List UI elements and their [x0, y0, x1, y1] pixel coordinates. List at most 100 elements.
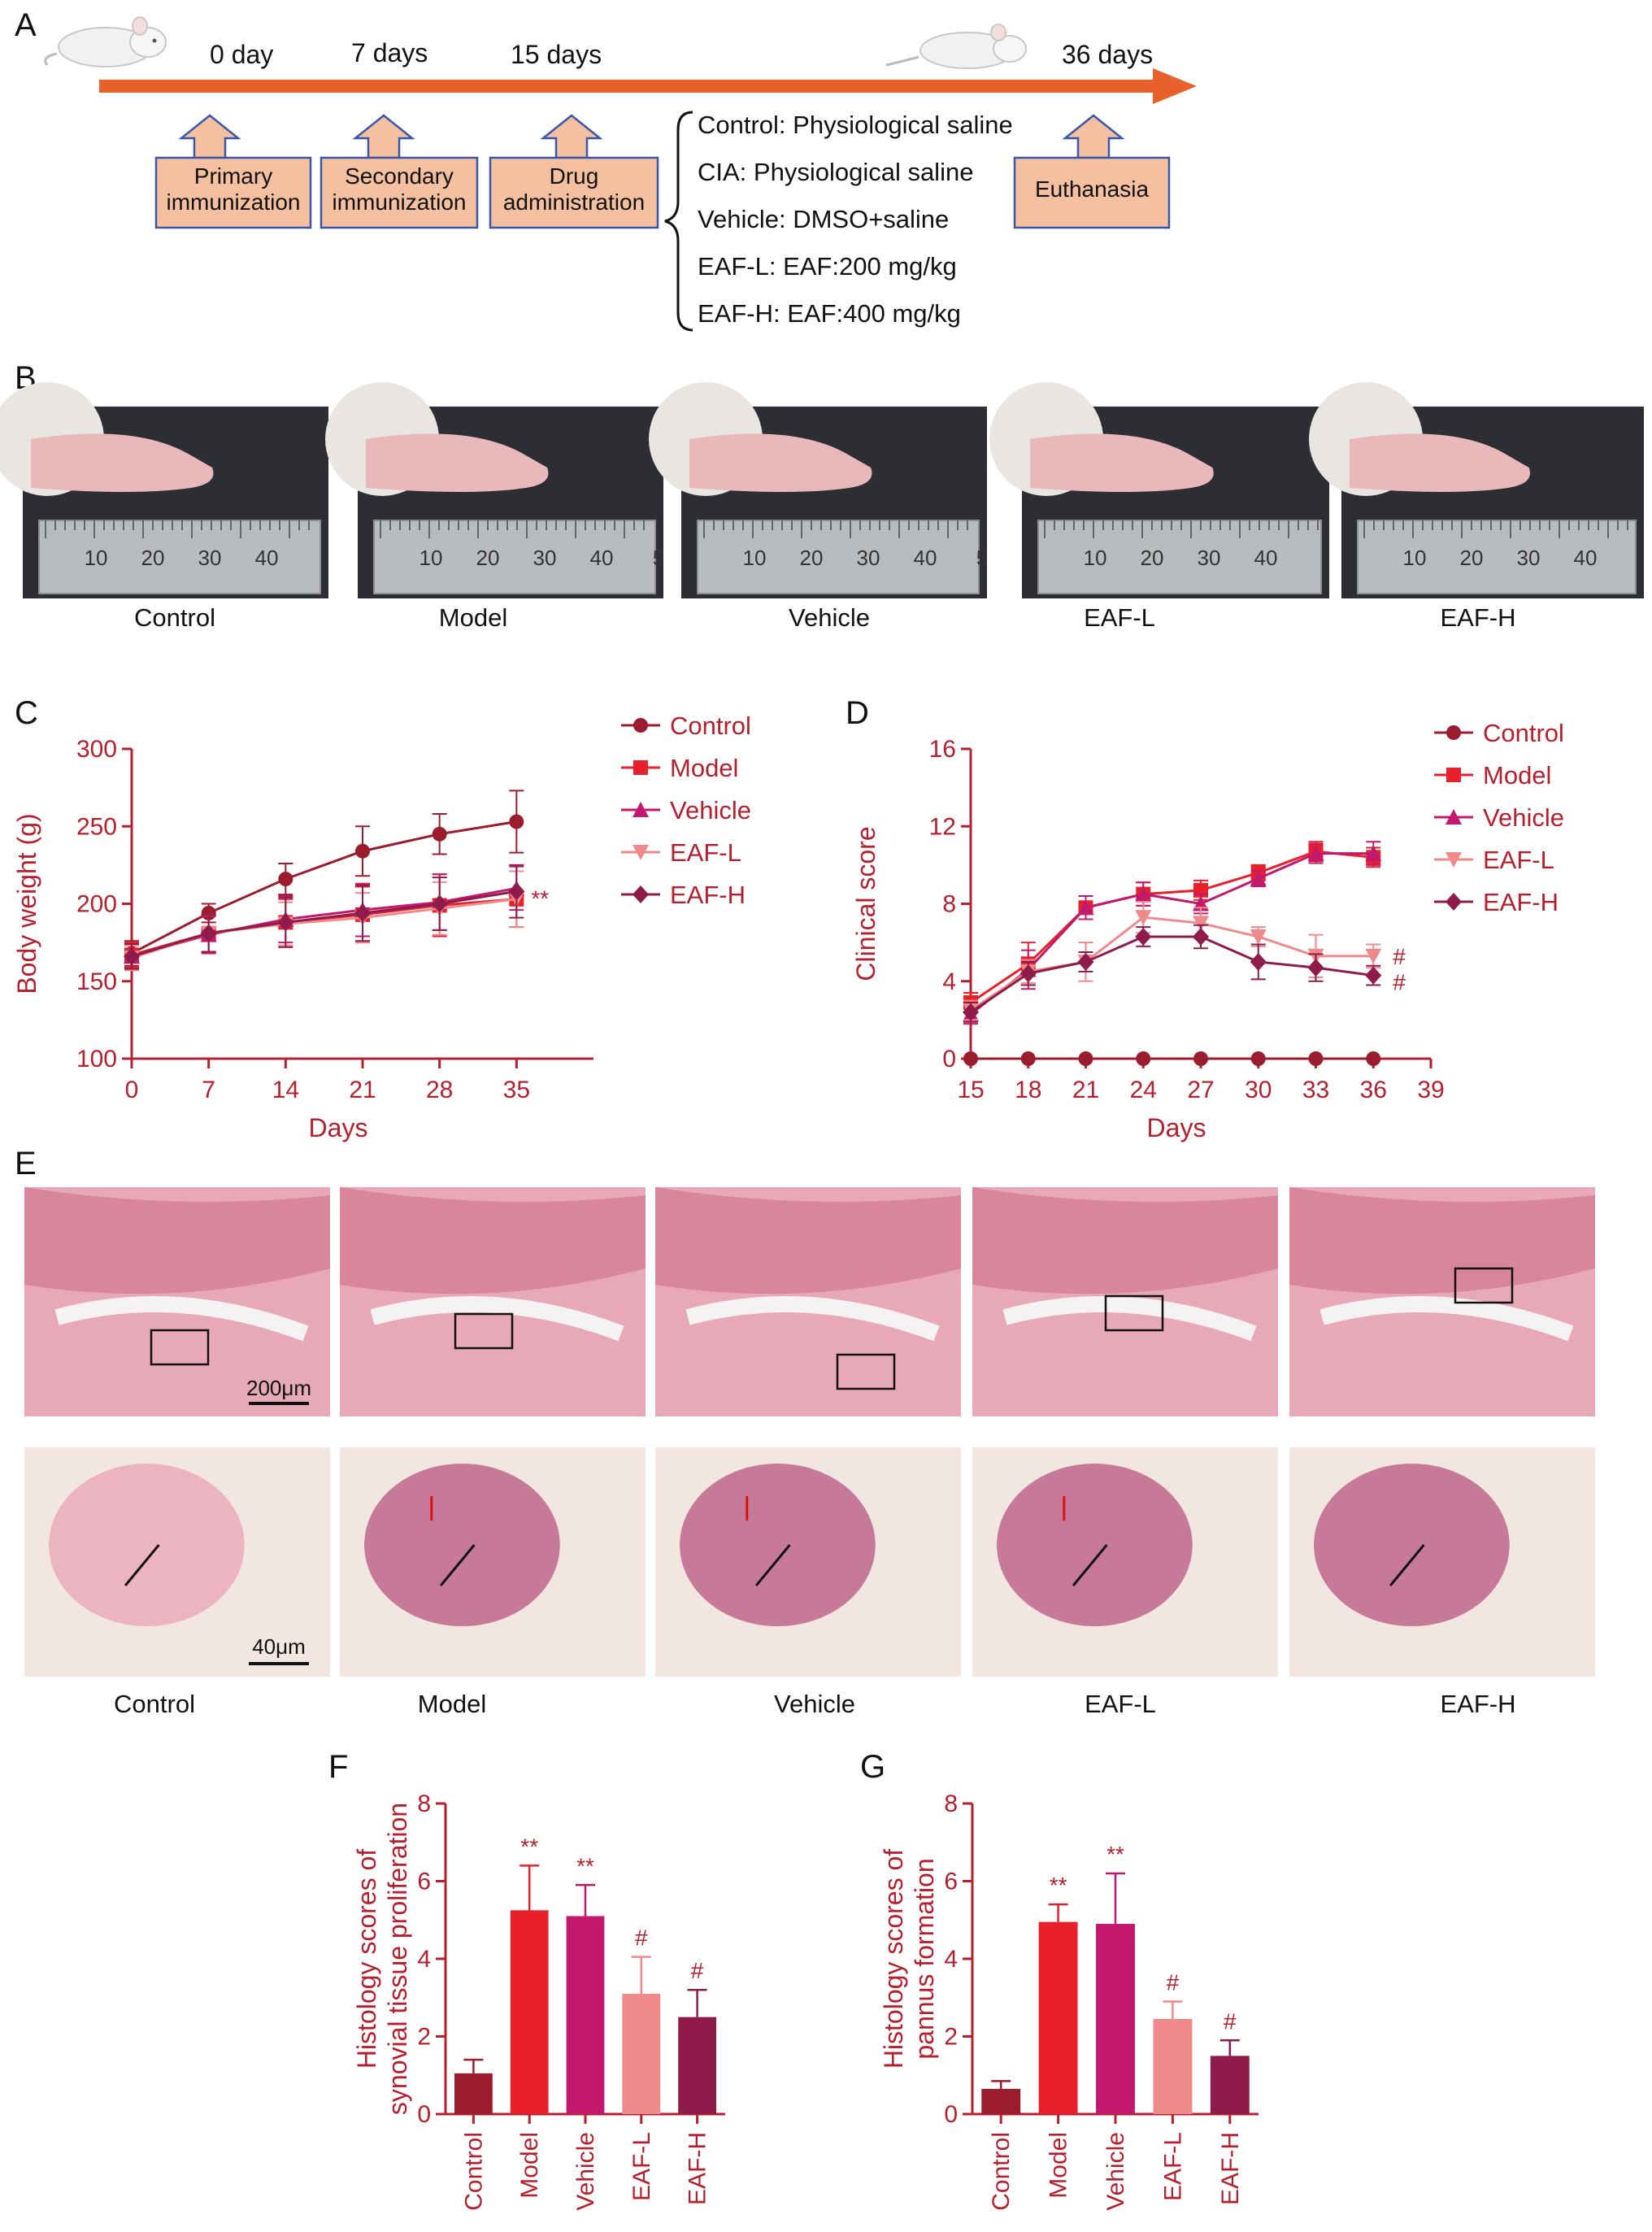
data-point — [1250, 1051, 1266, 1066]
category-label: EAF-L — [1159, 2132, 1186, 2201]
significance-label: # — [1167, 1970, 1180, 1995]
ruler-tick-label: 40 — [914, 546, 937, 570]
series-eaf-h — [963, 924, 1382, 1023]
data-point — [1193, 1051, 1208, 1066]
data-point — [200, 924, 217, 942]
series-vehicle — [963, 841, 1382, 1025]
legend-item-eaf-h: EAF-H — [621, 881, 746, 909]
legend-item-control: Control — [1434, 719, 1564, 747]
legend-item-eaf-h: EAF-H — [1434, 888, 1559, 916]
series-model — [963, 841, 1381, 1013]
significance-label: # — [635, 1925, 648, 1951]
y-tick-label: 300 — [76, 736, 117, 763]
histology-grid: Control Model Vehicle EAF-L EAF-H 200μm 40μm — [24, 1187, 1595, 1718]
ruler-tick-label: 20 — [1141, 546, 1164, 570]
legend-item-eaf-l: EAF-L — [1434, 846, 1554, 874]
y-tick-label: 4 — [944, 1946, 958, 1973]
treatment-1: CIA: Physiological saline — [698, 158, 973, 186]
data-point — [1078, 1051, 1093, 1066]
bar-control — [981, 2088, 1021, 2114]
x-tick-label: 28 — [426, 1077, 453, 1103]
y-tick-label: 100 — [76, 1046, 117, 1072]
ruler-tick-label: 10 — [420, 546, 443, 570]
legend-item-model: Model — [1434, 761, 1551, 790]
series-model — [124, 870, 524, 968]
ruler-tick-label: 20 — [1460, 546, 1484, 570]
x-tick-label: 0 — [125, 1077, 139, 1103]
histology-label: EAF-H — [1441, 1690, 1516, 1718]
significance-label: ** — [576, 1853, 594, 1878]
y-tick-label: 8 — [944, 1790, 958, 1817]
legend-label: EAF-L — [1483, 846, 1554, 874]
y-axis-title: pannus formation — [910, 1858, 939, 2059]
ruler-tick-label: 10 — [85, 546, 108, 570]
category-label: Model — [516, 2132, 543, 2199]
significance-annotation: ** — [531, 885, 549, 911]
data-point — [1077, 899, 1094, 916]
ruler-tick-label: 20 — [141, 546, 165, 570]
histology-label: Vehicle — [774, 1690, 855, 1718]
y-axis-title: synovial tissue proliferation — [383, 1803, 412, 2115]
y-tick-label: 2 — [944, 2024, 958, 2051]
treatment-2: Vehicle: DMSO+saline — [698, 205, 949, 233]
category-label: Vehicle — [1102, 2132, 1129, 2211]
pannus-histology-bar-chart: 0 2 4 6 8 Control ** Model ** Vehicle # EAF-L # EAF-H… — [879, 1790, 1259, 2211]
legend-item-model: Model — [621, 754, 738, 782]
ruler-tick-label: 30 — [198, 546, 222, 570]
series-line — [131, 890, 517, 958]
black-arrow-icon — [754, 1544, 791, 1586]
data-point — [963, 1003, 979, 1021]
series-eaf-h — [124, 864, 525, 970]
y-axis-title: Clinical score — [851, 826, 880, 981]
y-tick-label: 0 — [417, 2101, 431, 2128]
legend-label: EAF-H — [670, 881, 746, 909]
legend-item-eaf-l: EAF-L — [621, 838, 741, 867]
bar-vehicle — [1096, 1924, 1135, 2114]
data-point — [1365, 948, 1382, 964]
significance-label: ** — [1050, 1873, 1067, 1898]
x-tick-label: 14 — [272, 1077, 299, 1103]
panel-letter-a: A — [15, 7, 37, 43]
significance-label: # — [691, 1958, 704, 1983]
zoom-region-box — [454, 1312, 514, 1350]
paw-photo-eaf-l: 10 20 30 40 EAF-L — [989, 382, 1329, 632]
y-tick-label: 6 — [944, 1869, 958, 1895]
data-point — [355, 843, 370, 859]
histology-vehicle: Vehicle — [655, 1187, 961, 1718]
bar-eaf-l — [622, 1993, 661, 2114]
treatment-0: Control: Physiological saline — [698, 111, 1013, 139]
scale-bar-label: 200μm — [246, 1376, 311, 1400]
data-point — [354, 903, 371, 922]
zoom-region-box — [1104, 1294, 1164, 1332]
series-line — [970, 852, 1374, 1016]
mouse-icon-start — [44, 16, 167, 67]
data-point — [1250, 870, 1267, 886]
ruler-tick-label: 30 — [1198, 546, 1221, 570]
legend-marker — [633, 718, 648, 733]
legend-marker — [1446, 809, 1462, 824]
data-point — [1308, 1051, 1324, 1066]
y-tick-label: 0 — [942, 1046, 956, 1072]
black-arrow-icon — [1389, 1544, 1425, 1586]
data-point — [277, 913, 294, 932]
x-tick-label: 36 — [1360, 1077, 1387, 1103]
timeline-arrowhead — [1153, 68, 1197, 104]
zoom-region-box — [1454, 1267, 1514, 1304]
paw-photo-vehicle: 10 20 30 40 5 Vehicle — [649, 382, 988, 632]
legend-label: Control — [1483, 719, 1564, 747]
data-point — [508, 882, 525, 901]
legend-label: Vehicle — [670, 796, 751, 824]
y-axis-title: Histology scores of — [879, 1849, 908, 2069]
histology-label: Model — [418, 1690, 486, 1718]
data-point — [431, 894, 448, 913]
data-point — [1020, 1051, 1036, 1066]
ruler-tick-label: 20 — [800, 546, 824, 570]
legend-marker — [633, 845, 649, 860]
ruler-tick-label: 30 — [1517, 546, 1541, 570]
y-tick-label: 4 — [417, 1946, 431, 1973]
step-primary-immunization: Primary immunization — [154, 114, 312, 229]
ruler-tick-label: 40 — [590, 546, 614, 570]
ruler-tick-label: 40 — [255, 546, 279, 570]
x-axis-title: Days — [309, 1113, 368, 1142]
scale-bar-label: 40μm — [252, 1634, 306, 1659]
